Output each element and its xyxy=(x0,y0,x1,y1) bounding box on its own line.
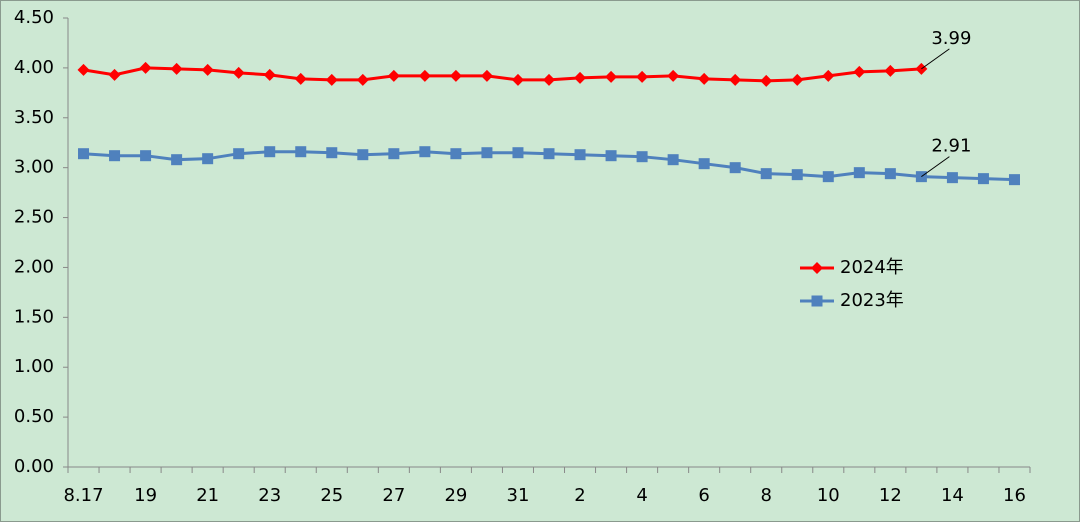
series-marker xyxy=(295,146,307,158)
series-marker xyxy=(574,149,586,161)
y-tick-label: 1.00 xyxy=(14,356,54,377)
x-tick-label: 25 xyxy=(320,485,343,506)
series-marker xyxy=(450,148,462,160)
series-marker xyxy=(264,146,276,158)
y-tick-label: 0.00 xyxy=(14,456,54,477)
series-marker xyxy=(760,168,772,180)
series-marker xyxy=(449,69,462,82)
series-marker xyxy=(884,168,896,180)
series-marker xyxy=(233,148,245,160)
series-marker xyxy=(171,154,183,166)
series-marker xyxy=(78,148,90,160)
x-tick-label: 8.17 xyxy=(63,485,103,506)
series-marker xyxy=(946,172,958,184)
y-tick-label: 3.00 xyxy=(14,157,54,178)
series-marker xyxy=(140,150,152,162)
series-marker xyxy=(574,71,587,84)
data-label: 3.99 xyxy=(931,28,971,49)
series-marker xyxy=(170,62,183,75)
series-marker xyxy=(109,150,121,162)
series-marker xyxy=(387,69,400,82)
series-marker xyxy=(139,61,152,74)
series-marker xyxy=(419,146,431,158)
series-marker xyxy=(822,69,835,82)
y-tick-label: 2.50 xyxy=(14,207,54,228)
series-marker xyxy=(667,154,679,166)
series-marker xyxy=(729,73,742,86)
data-label: 2.91 xyxy=(931,136,971,157)
series-marker xyxy=(1008,174,1020,186)
series-marker xyxy=(356,73,369,86)
x-tick-label: 23 xyxy=(258,485,281,506)
series-marker xyxy=(202,153,214,165)
y-tick-label: 4.50 xyxy=(14,7,54,28)
series-marker xyxy=(698,72,711,85)
series-marker xyxy=(326,147,338,159)
series-marker xyxy=(294,72,307,85)
y-tick-label: 2.00 xyxy=(14,256,54,277)
series-marker xyxy=(791,73,804,86)
series-marker xyxy=(977,173,989,185)
x-tick-label: 4 xyxy=(636,485,647,506)
series-marker xyxy=(853,65,866,78)
series-marker xyxy=(108,68,121,81)
series-marker xyxy=(201,63,214,76)
leader-line xyxy=(921,156,950,178)
x-tick-label: 16 xyxy=(1003,485,1026,506)
series-marker xyxy=(791,169,803,181)
legend-label: 2024年 xyxy=(840,257,904,278)
series-marker xyxy=(357,149,369,161)
x-tick-label: 29 xyxy=(444,485,467,506)
series-marker xyxy=(325,73,338,86)
series-marker xyxy=(77,63,90,76)
x-tick-label: 6 xyxy=(698,485,709,506)
x-tick-label: 21 xyxy=(196,485,219,506)
series-marker xyxy=(481,147,493,159)
y-tick-label: 1.50 xyxy=(14,306,54,327)
series-marker xyxy=(232,66,245,79)
series-marker xyxy=(543,73,555,86)
series-marker xyxy=(605,150,617,162)
series-marker xyxy=(822,171,834,183)
y-tick-label: 4.00 xyxy=(14,57,54,78)
series-marker xyxy=(263,68,276,81)
series-marker xyxy=(636,151,648,163)
series-marker xyxy=(605,70,618,83)
x-tick-label: 12 xyxy=(879,485,902,506)
series-marker xyxy=(512,147,524,159)
series-marker xyxy=(388,148,400,160)
series-marker xyxy=(853,167,865,179)
series-marker xyxy=(884,64,897,77)
x-tick-label: 19 xyxy=(134,485,157,506)
series-marker xyxy=(760,74,773,87)
series-marker xyxy=(418,69,431,82)
series-marker xyxy=(698,158,710,170)
legend-label: 2023年 xyxy=(840,290,904,311)
series-marker xyxy=(729,162,741,174)
x-tick-label: 27 xyxy=(382,485,405,506)
series-marker xyxy=(543,148,555,160)
x-tick-label: 31 xyxy=(507,485,530,506)
series-line xyxy=(83,66,922,83)
series-marker xyxy=(480,69,493,82)
legend-marker xyxy=(811,262,823,274)
x-tick-label: 2 xyxy=(574,485,585,506)
x-tick-label: 10 xyxy=(817,485,840,506)
series-marker xyxy=(636,70,649,83)
series-marker xyxy=(667,69,680,82)
y-tick-label: 3.50 xyxy=(14,107,54,128)
leader-line xyxy=(921,48,950,70)
x-tick-label: 8 xyxy=(760,485,771,506)
series-marker xyxy=(511,73,524,86)
legend-marker xyxy=(811,295,823,307)
x-tick-label: 14 xyxy=(941,485,964,506)
y-tick-label: 0.50 xyxy=(14,406,54,427)
